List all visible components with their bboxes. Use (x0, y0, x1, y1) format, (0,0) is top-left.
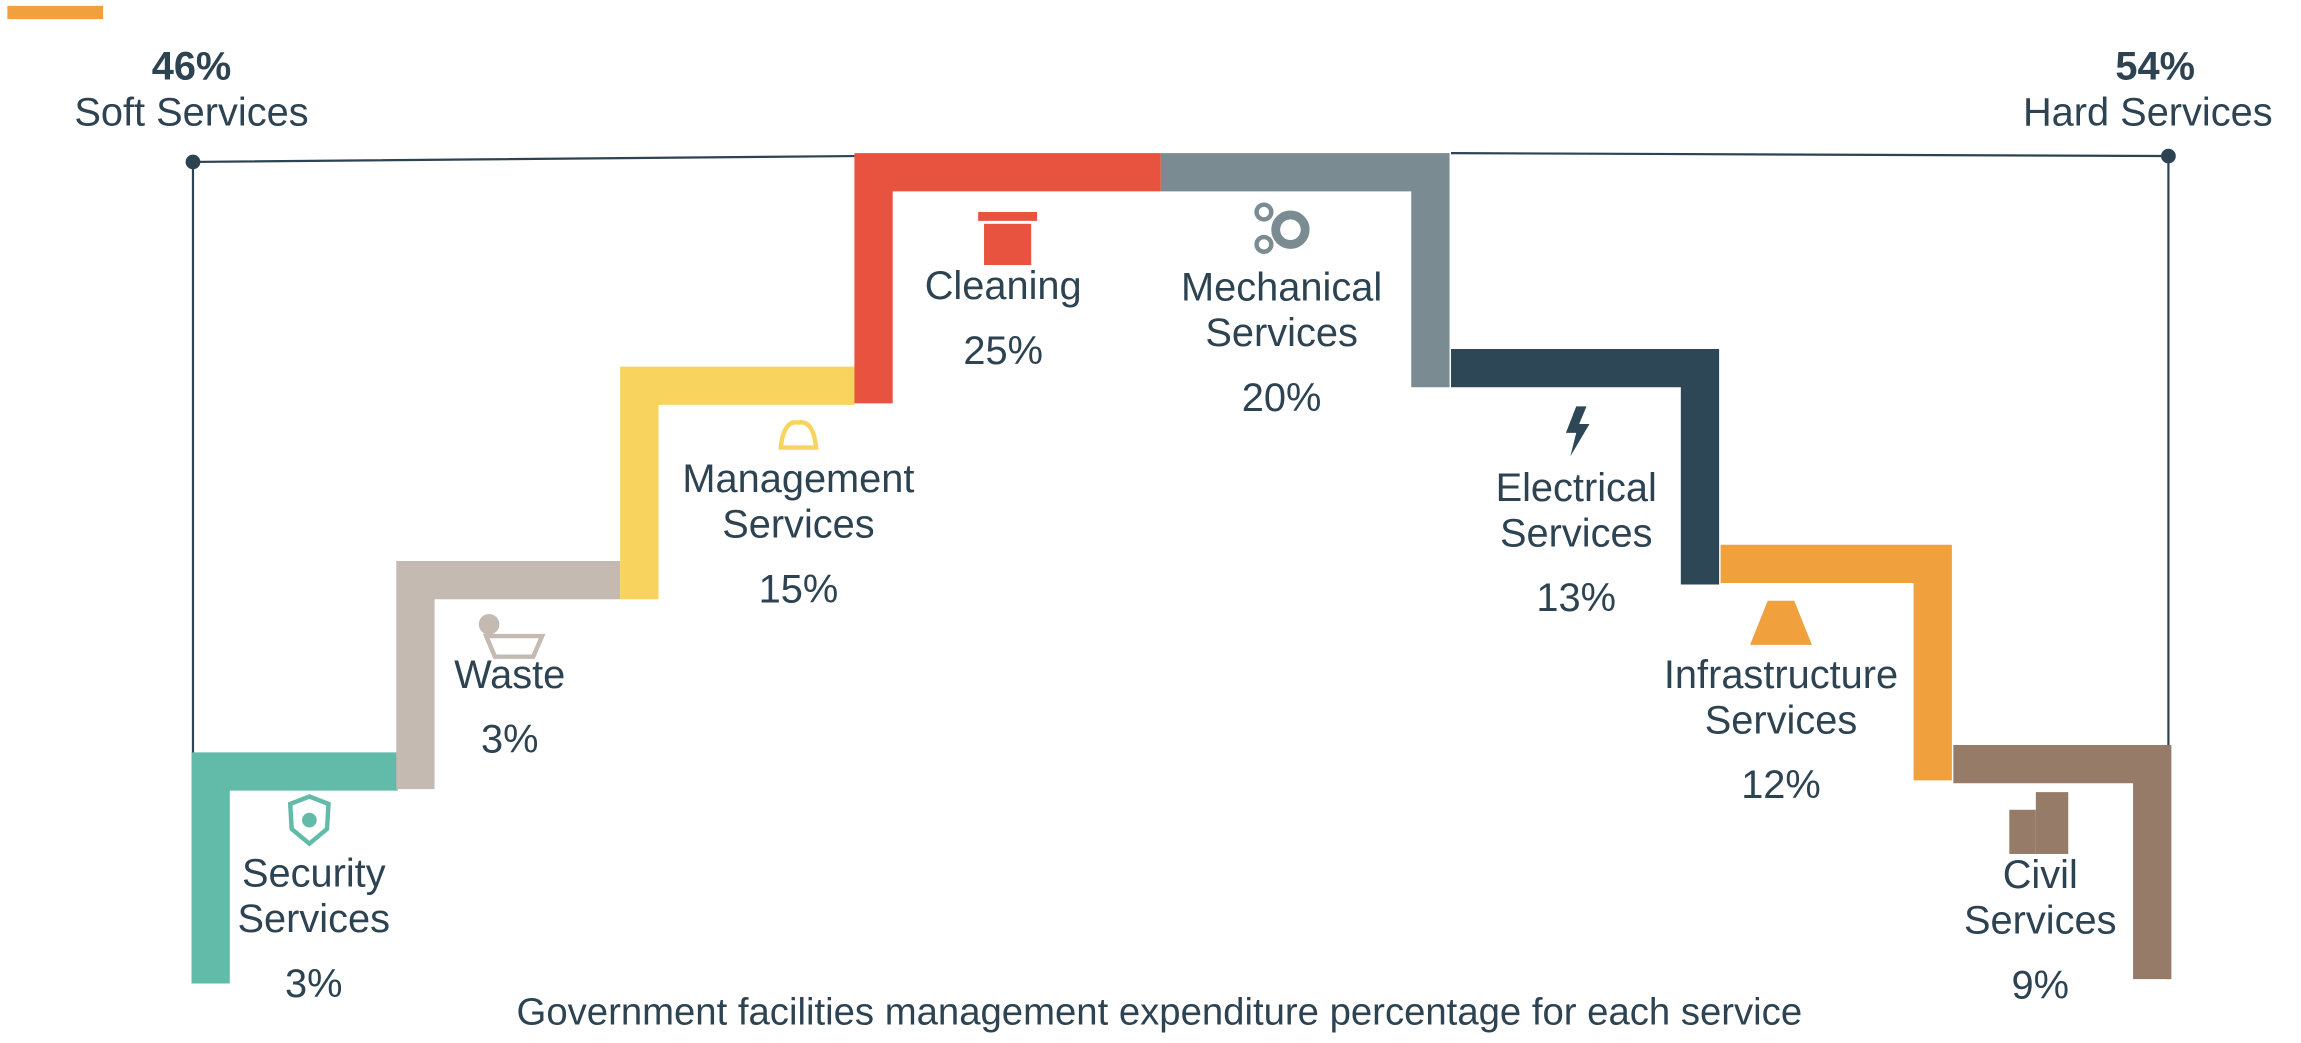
basket-icon (478, 613, 500, 635)
step (620, 366, 855, 600)
group-label: Hard Services (2023, 90, 2273, 134)
service-percent: 9% (2012, 963, 2069, 1007)
shield-icon (301, 812, 317, 828)
gear-icon (1254, 234, 1274, 254)
service-percent: 12% (1741, 763, 1821, 807)
service-percent: 3% (481, 718, 538, 762)
step (854, 153, 1161, 404)
service-percent: 25% (963, 329, 1043, 373)
group-percent: 54% (2115, 45, 2195, 89)
trash-icon (984, 223, 1032, 266)
service-name: Cleaning (925, 264, 1082, 308)
accent-bar (7, 5, 104, 20)
service-percent: 13% (1536, 576, 1616, 620)
bolt-icon (1565, 406, 1590, 457)
step (1720, 544, 1952, 781)
dot (185, 154, 201, 170)
steps (191, 153, 2172, 984)
service-name: Services (1964, 899, 2116, 943)
step (1953, 745, 2172, 980)
service-name: Services (1705, 698, 1857, 742)
shield-icon (287, 794, 331, 847)
step (396, 560, 621, 790)
service-name: Security (242, 852, 386, 896)
group-label: Soft Services (74, 90, 308, 134)
basket-icon (482, 633, 546, 659)
service-name: Electrical (1496, 466, 1657, 510)
service-percent: 15% (759, 567, 839, 611)
service-name: Waste (454, 653, 565, 697)
service-name: Mechanical (1181, 266, 1382, 310)
service-percent: 20% (1242, 376, 1322, 420)
gear-icon (1254, 202, 1274, 222)
icons (287, 202, 2069, 854)
gear-icon (1271, 210, 1310, 249)
service-name: Services (1205, 311, 1357, 355)
step (1160, 153, 1450, 388)
group-percent: 46% (152, 45, 232, 89)
building-icon (2009, 809, 2036, 854)
caption: Government facilities management expendi… (517, 991, 1803, 1034)
service-name: Services (238, 897, 390, 941)
service-name: Civil (2003, 853, 2078, 897)
service-name: Management (682, 457, 914, 501)
trash-icon (978, 212, 1038, 221)
service-name: Services (722, 503, 874, 547)
step (191, 752, 398, 984)
road-icon (1750, 600, 1812, 645)
step (1451, 348, 1720, 585)
dot (2161, 148, 2176, 164)
service-name: Services (1500, 511, 1652, 555)
service-percent: 3% (285, 962, 342, 1006)
service-name: Infrastructure (1664, 653, 1898, 697)
people-icon (778, 420, 819, 450)
building-icon (2035, 792, 2069, 854)
